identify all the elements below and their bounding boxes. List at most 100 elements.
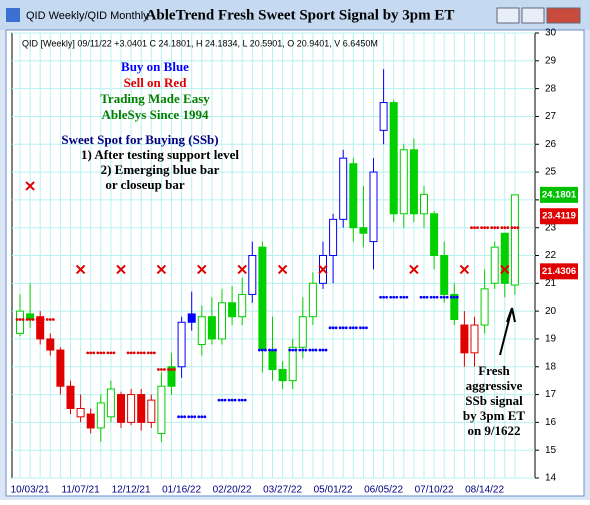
support-dot bbox=[455, 295, 459, 299]
support-dot bbox=[258, 348, 261, 352]
support-dot bbox=[432, 295, 436, 299]
resistance-dot bbox=[486, 226, 489, 230]
support-dot bbox=[311, 348, 315, 352]
candle-body bbox=[500, 232, 509, 284]
support-dot bbox=[452, 295, 456, 299]
support-dot bbox=[217, 398, 221, 402]
title-bar bbox=[0, 0, 590, 30]
support-dot bbox=[318, 348, 322, 352]
resistance-dot bbox=[99, 351, 103, 355]
resistance-dot bbox=[86, 351, 90, 355]
signal-x bbox=[459, 264, 470, 275]
support-dot bbox=[233, 398, 237, 402]
chart-title: AbleTrend Fresh Sweet Sport Signal by 3p… bbox=[146, 7, 455, 23]
support-dot bbox=[348, 326, 352, 330]
support-dot bbox=[405, 295, 409, 299]
support-dot bbox=[261, 348, 264, 352]
resistance-dot bbox=[476, 226, 479, 230]
callout-line: on 9/1622 bbox=[467, 423, 520, 438]
x-tick-label: 02/20/22 bbox=[213, 485, 252, 496]
candle-body bbox=[16, 310, 24, 334]
support-dot bbox=[445, 295, 449, 299]
candle-body bbox=[258, 246, 267, 351]
candle-body bbox=[278, 369, 287, 382]
support-dot bbox=[341, 326, 345, 330]
note-line: or closeup bar bbox=[105, 177, 184, 192]
resistance-dot bbox=[493, 226, 497, 230]
price-box bbox=[540, 208, 578, 225]
legend-line: Buy on Blue bbox=[121, 59, 189, 74]
support-dot bbox=[351, 326, 355, 330]
x-tick-label: 08/14/22 bbox=[465, 485, 504, 496]
candle-body bbox=[379, 102, 388, 131]
support-dot bbox=[359, 326, 362, 330]
candle-body bbox=[187, 313, 196, 323]
candle-body bbox=[339, 157, 348, 220]
resistance-dot bbox=[490, 226, 494, 230]
minimize-button[interactable] bbox=[496, 7, 520, 24]
signal-x bbox=[25, 181, 35, 191]
support-dot bbox=[177, 415, 181, 419]
candle-body bbox=[359, 227, 368, 234]
support-dot bbox=[200, 415, 204, 419]
resistance-dot bbox=[126, 351, 130, 355]
resistance-dot bbox=[503, 226, 507, 230]
support-dot bbox=[328, 326, 332, 330]
support-dot bbox=[399, 295, 403, 299]
legend-line: Sell on Red bbox=[124, 75, 188, 90]
support-dot bbox=[203, 415, 207, 419]
y-tick-label: 22 bbox=[545, 250, 557, 261]
support-dot bbox=[197, 415, 201, 419]
callout-line: aggressive bbox=[466, 378, 523, 393]
callout-line: Fresh bbox=[478, 363, 510, 378]
resistance-dot bbox=[18, 318, 22, 321]
support-dot bbox=[442, 295, 446, 299]
candle-body bbox=[36, 316, 45, 340]
signal-x bbox=[500, 264, 510, 275]
close-button[interactable] bbox=[546, 7, 581, 24]
y-tick-label: 23 bbox=[545, 222, 557, 233]
y-tick-label: 16 bbox=[545, 417, 557, 428]
support-dot bbox=[180, 415, 184, 419]
support-dot bbox=[395, 295, 399, 299]
resistance-dot bbox=[157, 368, 160, 371]
candle-body bbox=[470, 324, 479, 354]
support-dot bbox=[331, 326, 335, 330]
y-tick-label: 29 bbox=[545, 55, 557, 66]
candle-body bbox=[268, 349, 277, 371]
candle-body bbox=[450, 293, 459, 320]
maximize-button[interactable] bbox=[521, 7, 545, 24]
support-dot bbox=[344, 326, 348, 330]
resistance-dot bbox=[160, 368, 163, 371]
support-dot bbox=[237, 398, 241, 402]
support-dot bbox=[402, 295, 406, 299]
candle-body bbox=[329, 218, 338, 256]
signal-x bbox=[277, 264, 288, 275]
x-tick-label: 01/16/22 bbox=[162, 485, 201, 496]
candle-body bbox=[127, 394, 136, 423]
y-tick-label: 26 bbox=[545, 139, 557, 150]
support-dot bbox=[362, 326, 365, 330]
x-tick-label: 06/05/22 bbox=[364, 485, 403, 496]
signal-x bbox=[237, 264, 247, 275]
candle-body bbox=[228, 302, 237, 318]
x-tick-label: 07/10/22 bbox=[415, 485, 454, 496]
resistance-dot bbox=[112, 351, 116, 355]
resistance-dot bbox=[506, 226, 510, 230]
candle-body bbox=[420, 193, 428, 215]
y-tick-label: 27 bbox=[545, 111, 557, 122]
resistance-dot bbox=[480, 226, 483, 230]
resistance-dot bbox=[139, 351, 143, 355]
candle-body bbox=[96, 402, 105, 429]
support-dot bbox=[271, 348, 274, 352]
callout-line: SSb signal bbox=[465, 393, 523, 408]
candle-body bbox=[490, 246, 499, 284]
candle-body bbox=[389, 102, 398, 215]
y-tick-label: 17 bbox=[545, 389, 557, 400]
support-dot bbox=[379, 295, 382, 299]
resistance-dot bbox=[41, 318, 45, 321]
candle-body bbox=[409, 149, 418, 215]
candle-body bbox=[56, 349, 65, 387]
candle-body bbox=[440, 255, 449, 295]
y-tick-label: 25 bbox=[545, 167, 557, 178]
